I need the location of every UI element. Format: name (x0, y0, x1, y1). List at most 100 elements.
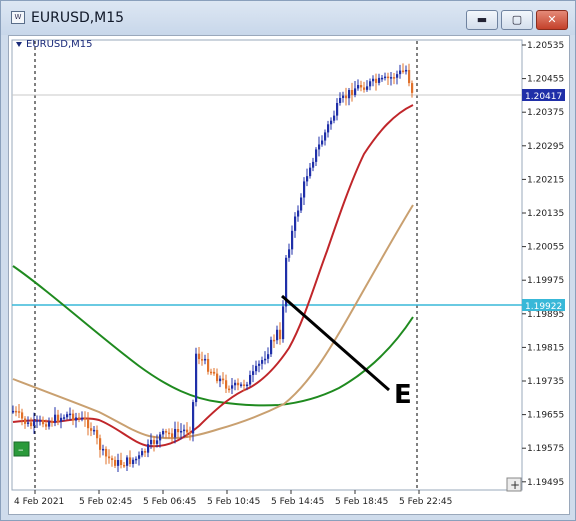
price-tick-label: 1.19975 (527, 276, 564, 286)
price-axis: 1.20535 1.20455 1.20375 1.20295 1.20215 1.201… (522, 41, 564, 488)
candle-body (243, 384, 246, 386)
candle-body (201, 359, 204, 361)
time-tick-label: 4 Feb 2021 (14, 497, 64, 507)
minimize-button[interactable]: ▬ (466, 10, 498, 30)
candle-body (72, 413, 75, 421)
candle-body (210, 371, 213, 374)
chart-area[interactable]: EURUSD,M15 E – + 1.20535 1.20455 1.20375 1.… (8, 35, 570, 515)
candle-body (174, 429, 177, 438)
time-tick-label: 5 Feb 22:45 (399, 497, 452, 507)
price-tick-label: 1.19735 (527, 377, 564, 387)
candle-body (411, 83, 414, 93)
candle-body (267, 354, 270, 359)
candle-body (399, 70, 402, 75)
candle-body (102, 448, 105, 451)
candle-body (189, 432, 192, 434)
trendline[interactable] (281, 294, 390, 392)
candle-body (390, 77, 393, 79)
candle-body (129, 457, 132, 465)
time-tick-label: 5 Feb 10:45 (207, 497, 260, 507)
price-tick-label: 1.20375 (527, 108, 564, 118)
candle-body (402, 70, 405, 73)
current-price-tag (522, 89, 565, 101)
candle-body (135, 458, 138, 461)
candle-body (216, 373, 219, 382)
candle-body (81, 417, 84, 420)
candle-body (114, 459, 117, 466)
candle-body (162, 431, 165, 435)
candle-body (42, 420, 45, 425)
candle-body (51, 421, 54, 423)
title-bar[interactable]: W EURUSD,M15 ▬ ▢ ✕ (1, 1, 575, 35)
price-tick-label: 1.20455 (527, 75, 564, 85)
candle-body (270, 339, 273, 355)
candle-body (78, 417, 81, 419)
plot-frame (11, 39, 523, 491)
candle-body (30, 422, 33, 427)
candle-body (315, 149, 318, 162)
candle-body (198, 353, 201, 360)
candle-body (345, 95, 348, 99)
candle-body (285, 257, 288, 307)
candle-body (375, 78, 378, 83)
candle-body (24, 418, 27, 424)
candle-body (180, 430, 183, 433)
candle-body (126, 457, 129, 466)
candle-body (231, 385, 234, 389)
candle-body (384, 76, 387, 79)
candle-body (336, 103, 339, 116)
trade-button[interactable] (13, 441, 30, 457)
candle-body (360, 85, 363, 88)
candle-body (240, 384, 243, 386)
price-tick-label: 1.20055 (527, 243, 564, 253)
candle-body (348, 90, 351, 99)
candle-body (54, 414, 57, 423)
candle-body (105, 448, 108, 457)
restore-button[interactable]: ▢ (501, 10, 533, 30)
candle-body (282, 306, 285, 340)
candle-body (321, 140, 324, 145)
candle-body (255, 365, 258, 372)
candle-body (327, 124, 330, 133)
time-axis: 4 Feb 2021 5 Feb 02:45 5 Feb 06:45 5 Feb 10… (14, 490, 452, 507)
candle-body (354, 88, 357, 96)
candle-body (120, 460, 123, 466)
zoom-button[interactable] (506, 477, 522, 492)
candle-body (294, 216, 297, 231)
candle-body (159, 434, 162, 441)
candle-body (60, 417, 63, 422)
candles (12, 63, 414, 473)
candle-body (378, 77, 381, 83)
chart-label-arrow-icon (16, 42, 22, 47)
price-tick-label: 1.20215 (527, 175, 564, 185)
hline-price-value: 1.19922 (525, 302, 562, 312)
close-button[interactable]: ✕ (536, 10, 568, 30)
candle-body (18, 411, 21, 413)
candle-body (273, 339, 276, 342)
candle-body (84, 417, 87, 420)
price-chart[interactable]: EURUSD,M15 E – + 1.205351.204551.203751.… (9, 36, 569, 514)
candle-body (228, 388, 231, 391)
candle-body (318, 144, 321, 150)
candle-body (339, 97, 342, 104)
candle-body (27, 422, 30, 424)
time-tick-label: 5 Feb 06:45 (143, 497, 196, 507)
candle-body (342, 95, 345, 98)
candle-body (393, 77, 396, 79)
candle-body (141, 451, 144, 456)
candle-body (213, 371, 216, 374)
candle-body (237, 382, 240, 386)
time-tick-label: 5 Feb 02:45 (79, 497, 132, 507)
candle-body (408, 69, 411, 84)
candle-body (99, 438, 102, 450)
candle-body (96, 429, 99, 439)
trade-button-label: – (18, 443, 24, 456)
candle-body (225, 380, 228, 389)
candle-body (387, 76, 390, 79)
candle-body (195, 353, 198, 403)
candle-body (207, 358, 210, 372)
candle-body (144, 451, 147, 453)
candle-body (39, 420, 42, 422)
candle-body (264, 358, 267, 361)
price-tick-label: 1.19815 (527, 343, 564, 353)
